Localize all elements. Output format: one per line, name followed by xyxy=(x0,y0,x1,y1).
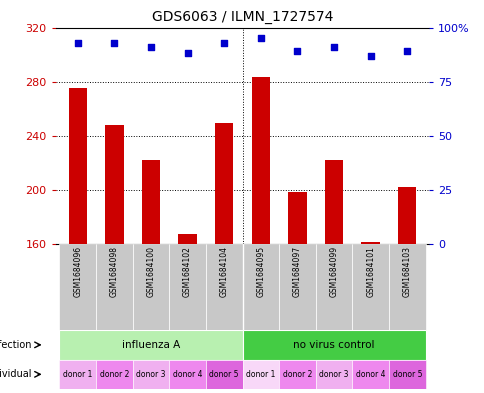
Bar xyxy=(178,234,197,393)
Text: GSM1684103: GSM1684103 xyxy=(402,246,411,297)
Point xyxy=(74,39,81,46)
Point xyxy=(366,52,374,59)
Text: donor 5: donor 5 xyxy=(392,370,421,379)
Text: GSM1684097: GSM1684097 xyxy=(292,246,302,298)
Point xyxy=(220,39,227,46)
Bar xyxy=(351,244,388,330)
Point xyxy=(183,50,191,57)
Bar xyxy=(324,160,343,393)
Text: donor 3: donor 3 xyxy=(136,370,166,379)
Bar xyxy=(214,123,233,393)
Bar xyxy=(96,360,133,389)
Text: donor 4: donor 4 xyxy=(172,370,202,379)
Bar xyxy=(315,360,351,389)
Text: GSM1684101: GSM1684101 xyxy=(365,246,374,297)
Text: GSM1684098: GSM1684098 xyxy=(110,246,119,297)
Bar xyxy=(251,77,270,393)
Text: donor 4: donor 4 xyxy=(355,370,385,379)
Bar xyxy=(242,244,278,330)
Bar xyxy=(397,187,416,393)
Bar xyxy=(60,360,96,389)
Bar xyxy=(242,330,424,360)
Text: individual: individual xyxy=(0,369,31,379)
Bar xyxy=(169,244,206,330)
Bar xyxy=(388,244,424,330)
Bar xyxy=(141,160,160,393)
Bar xyxy=(388,360,424,389)
Text: GSM1684100: GSM1684100 xyxy=(146,246,155,297)
Bar xyxy=(60,244,96,330)
Text: donor 5: donor 5 xyxy=(209,370,239,379)
Text: donor 1: donor 1 xyxy=(245,370,275,379)
Bar xyxy=(287,192,306,393)
Bar xyxy=(68,88,87,393)
Bar xyxy=(315,244,351,330)
Text: GSM1684099: GSM1684099 xyxy=(329,246,338,298)
Bar xyxy=(96,244,133,330)
Bar xyxy=(278,244,315,330)
Bar xyxy=(60,330,242,360)
Text: donor 2: donor 2 xyxy=(282,370,312,379)
Text: GSM1684096: GSM1684096 xyxy=(73,246,82,298)
Bar xyxy=(105,125,123,393)
Bar xyxy=(242,360,278,389)
Text: donor 1: donor 1 xyxy=(63,370,92,379)
Text: influenza A: influenza A xyxy=(121,340,180,350)
Text: GSM1684104: GSM1684104 xyxy=(219,246,228,297)
Text: donor 2: donor 2 xyxy=(100,370,129,379)
Bar xyxy=(278,360,315,389)
Point xyxy=(110,39,118,46)
Bar xyxy=(206,244,242,330)
Bar xyxy=(206,360,242,389)
Title: GDS6063 / ILMN_1727574: GDS6063 / ILMN_1727574 xyxy=(151,10,333,24)
Point xyxy=(403,48,410,54)
Bar xyxy=(133,360,169,389)
Text: GSM1684095: GSM1684095 xyxy=(256,246,265,298)
Point xyxy=(293,48,301,54)
Point xyxy=(257,35,264,41)
Bar xyxy=(169,360,206,389)
Point xyxy=(147,44,154,50)
Text: infection: infection xyxy=(0,340,31,350)
Point xyxy=(330,44,337,50)
Bar xyxy=(133,244,169,330)
Bar xyxy=(351,360,388,389)
Text: donor 3: donor 3 xyxy=(318,370,348,379)
Text: no virus control: no virus control xyxy=(293,340,374,350)
Bar xyxy=(361,242,379,393)
Text: GSM1684102: GSM1684102 xyxy=(182,246,192,297)
